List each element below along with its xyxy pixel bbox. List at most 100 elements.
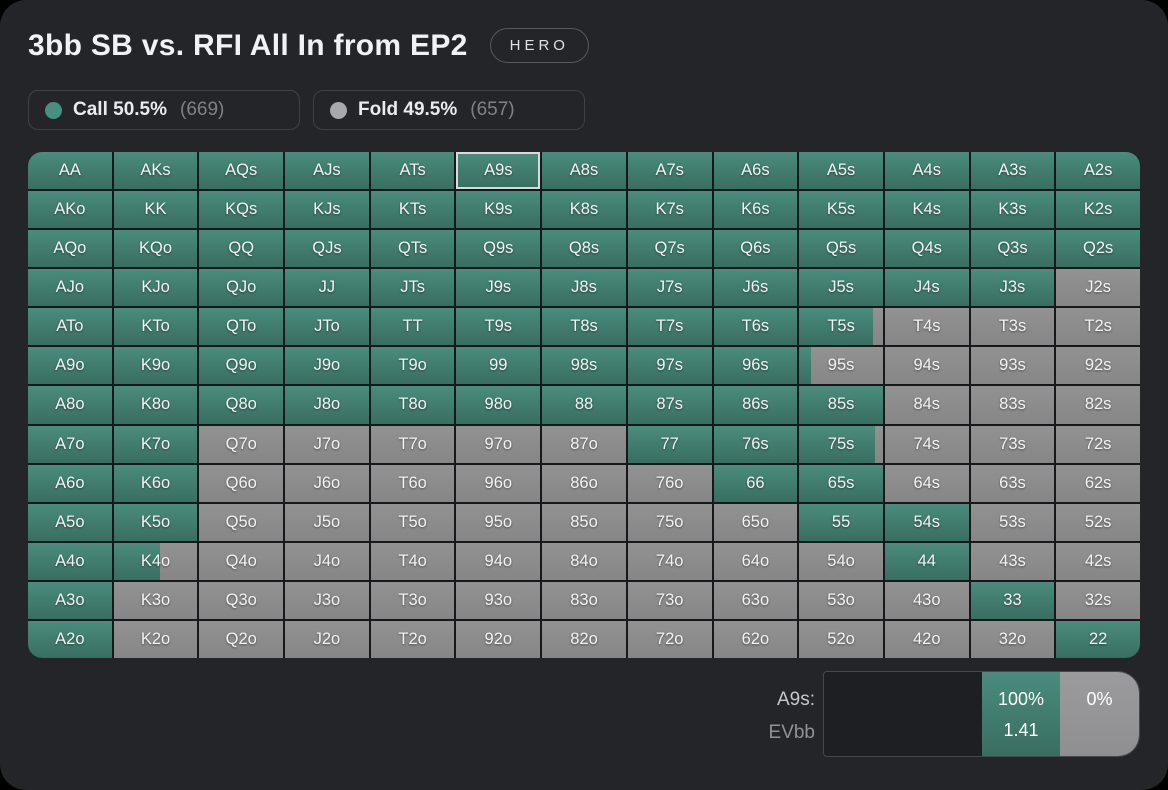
cell-52s[interactable]: 52s — [1056, 503, 1140, 541]
cell-62o[interactable]: 62o — [713, 620, 798, 658]
cell-85s[interactable]: 85s — [799, 386, 883, 424]
cell-KTs[interactable]: KTs — [370, 191, 455, 229]
cell-TT[interactable]: TT — [370, 308, 455, 346]
cell-64s[interactable]: 64s — [884, 464, 969, 502]
cell-A6s[interactable]: A6s — [713, 152, 798, 190]
cell-A3s[interactable]: A3s — [970, 152, 1055, 190]
cell-97o[interactable]: 97o — [456, 425, 541, 463]
cell-J2o[interactable]: J2o — [285, 620, 369, 658]
cell-KJs[interactable]: KJs — [285, 191, 369, 229]
cell-42s[interactable]: 42s — [1056, 542, 1140, 580]
cell-53s[interactable]: 53s — [970, 503, 1055, 541]
cell-Q6o[interactable]: Q6o — [199, 464, 284, 502]
cell-92o[interactable]: 92o — [456, 620, 541, 658]
cell-QTs[interactable]: QTs — [370, 230, 455, 268]
cell-96s[interactable]: 96s — [713, 347, 798, 385]
cell-J8s[interactable]: J8s — [542, 269, 626, 307]
cell-73s[interactable]: 73s — [970, 425, 1055, 463]
cell-QQ[interactable]: QQ — [199, 230, 284, 268]
cell-J6s[interactable]: J6s — [713, 269, 798, 307]
cell-J7o[interactable]: J7o — [285, 425, 369, 463]
cell-84s[interactable]: 84s — [884, 386, 969, 424]
cell-QJo[interactable]: QJo — [199, 269, 284, 307]
cell-J4o[interactable]: J4o — [285, 542, 369, 580]
cell-75s[interactable]: 75s — [799, 425, 883, 463]
legend-chip-fold[interactable]: Fold 49.5% (657) — [313, 90, 585, 130]
cell-T5s[interactable]: T5s — [799, 308, 883, 346]
cell-AQo[interactable]: AQo — [28, 230, 112, 268]
cell-T9s[interactable]: T9s — [456, 308, 541, 346]
cell-J3s[interactable]: J3s — [970, 269, 1055, 307]
cell-64o[interactable]: 64o — [713, 542, 798, 580]
cell-A8s[interactable]: A8s — [542, 152, 626, 190]
cell-Q7s[interactable]: Q7s — [627, 230, 712, 268]
cell-T7s[interactable]: T7s — [627, 308, 712, 346]
cell-K9s[interactable]: K9s — [456, 191, 541, 229]
cell-75o[interactable]: 75o — [627, 503, 712, 541]
cell-95s[interactable]: 95s — [799, 347, 883, 385]
cell-Q8o[interactable]: Q8o — [199, 386, 284, 424]
cell-T6s[interactable]: T6s — [713, 308, 798, 346]
cell-Q6s[interactable]: Q6s — [713, 230, 798, 268]
cell-K9o[interactable]: K9o — [113, 347, 198, 385]
cell-J8o[interactable]: J8o — [285, 386, 369, 424]
cell-63o[interactable]: 63o — [713, 581, 798, 619]
cell-T5o[interactable]: T5o — [370, 503, 455, 541]
cell-84o[interactable]: 84o — [542, 542, 626, 580]
cell-87s[interactable]: 87s — [627, 386, 712, 424]
cell-88[interactable]: 88 — [542, 386, 626, 424]
cell-43s[interactable]: 43s — [970, 542, 1055, 580]
cell-K2o[interactable]: K2o — [113, 620, 198, 658]
cell-A4s[interactable]: A4s — [884, 152, 969, 190]
cell-72o[interactable]: 72o — [627, 620, 712, 658]
cell-T8o[interactable]: T8o — [370, 386, 455, 424]
cell-93s[interactable]: 93s — [970, 347, 1055, 385]
cell-62s[interactable]: 62s — [1056, 464, 1140, 502]
cell-A9s[interactable]: A9s — [456, 152, 541, 190]
cell-Q2o[interactable]: Q2o — [199, 620, 284, 658]
cell-96o[interactable]: 96o — [456, 464, 541, 502]
cell-55[interactable]: 55 — [799, 503, 883, 541]
cell-A9o[interactable]: A9o — [28, 347, 112, 385]
cell-T8s[interactable]: T8s — [542, 308, 626, 346]
cell-Q2s[interactable]: Q2s — [1056, 230, 1140, 268]
cell-54s[interactable]: 54s — [884, 503, 969, 541]
cell-65o[interactable]: 65o — [713, 503, 798, 541]
cell-82s[interactable]: 82s — [1056, 386, 1140, 424]
cell-92s[interactable]: 92s — [1056, 347, 1140, 385]
cell-82o[interactable]: 82o — [542, 620, 626, 658]
cell-Q5s[interactable]: Q5s — [799, 230, 883, 268]
cell-T2s[interactable]: T2s — [1056, 308, 1140, 346]
cell-94o[interactable]: 94o — [456, 542, 541, 580]
cell-Q9s[interactable]: Q9s — [456, 230, 541, 268]
cell-A8o[interactable]: A8o — [28, 386, 112, 424]
cell-44[interactable]: 44 — [884, 542, 969, 580]
cell-KTo[interactable]: KTo — [113, 308, 198, 346]
cell-AA[interactable]: AA — [28, 152, 112, 190]
cell-53o[interactable]: 53o — [799, 581, 883, 619]
cell-A6o[interactable]: A6o — [28, 464, 112, 502]
cell-98s[interactable]: 98s — [542, 347, 626, 385]
cell-22[interactable]: 22 — [1056, 620, 1140, 658]
cell-94s[interactable]: 94s — [884, 347, 969, 385]
cell-J2s[interactable]: J2s — [1056, 269, 1140, 307]
cell-86o[interactable]: 86o — [542, 464, 626, 502]
cell-33[interactable]: 33 — [970, 581, 1055, 619]
cell-97s[interactable]: 97s — [627, 347, 712, 385]
cell-Q9o[interactable]: Q9o — [199, 347, 284, 385]
cell-Q4o[interactable]: Q4o — [199, 542, 284, 580]
cell-AKo[interactable]: AKo — [28, 191, 112, 229]
cell-AJo[interactable]: AJo — [28, 269, 112, 307]
cell-J4s[interactable]: J4s — [884, 269, 969, 307]
cell-Q3o[interactable]: Q3o — [199, 581, 284, 619]
cell-Q5o[interactable]: Q5o — [199, 503, 284, 541]
cell-T9o[interactable]: T9o — [370, 347, 455, 385]
cell-JTo[interactable]: JTo — [285, 308, 369, 346]
cell-K3s[interactable]: K3s — [970, 191, 1055, 229]
cell-J9o[interactable]: J9o — [285, 347, 369, 385]
cell-85o[interactable]: 85o — [542, 503, 626, 541]
cell-99[interactable]: 99 — [456, 347, 541, 385]
cell-A2o[interactable]: A2o — [28, 620, 112, 658]
cell-KQs[interactable]: KQs — [199, 191, 284, 229]
cell-T7o[interactable]: T7o — [370, 425, 455, 463]
